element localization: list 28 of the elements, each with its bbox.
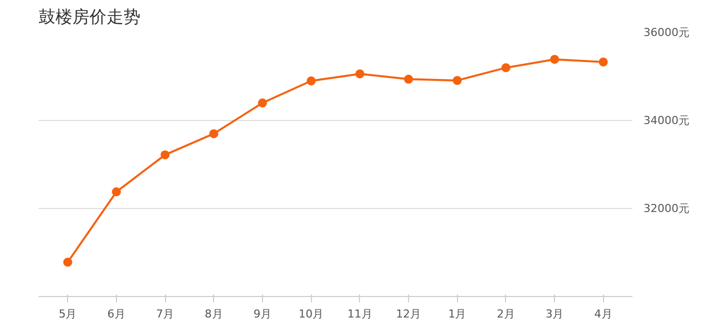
point: [63, 258, 72, 267]
x-tick-label: 5月: [58, 308, 77, 320]
y-tick-label: 32000元: [644, 202, 690, 215]
point: [598, 57, 608, 66]
x-tick-label: 6月: [107, 308, 126, 320]
y-tick-label: 36000元: [644, 26, 690, 39]
point: [404, 74, 414, 84]
point: [306, 76, 316, 86]
point: [550, 54, 560, 64]
x-tick-label: 2月: [496, 308, 515, 320]
chart-title: 鼓楼房价走势: [38, 8, 140, 28]
y-tick-label: 34000元: [644, 114, 690, 127]
x-tick-label: 7月: [156, 308, 174, 320]
x-tick-label: 11月: [347, 308, 372, 320]
x-tick-label: 9月: [253, 308, 272, 320]
x-tick-label: 1月: [448, 308, 466, 320]
x-tick-label: 12月: [396, 308, 422, 320]
point: [209, 129, 218, 138]
point: [501, 63, 510, 72]
point: [355, 69, 364, 78]
x-tick-label: 8月: [204, 308, 223, 320]
x-tick-label: 10月: [298, 308, 324, 320]
point: [160, 150, 170, 160]
x-tick-label: 3月: [546, 308, 564, 320]
point: [452, 76, 462, 85]
x-tick-label: 4月: [594, 308, 612, 320]
point: [258, 98, 267, 108]
point: [112, 187, 121, 196]
